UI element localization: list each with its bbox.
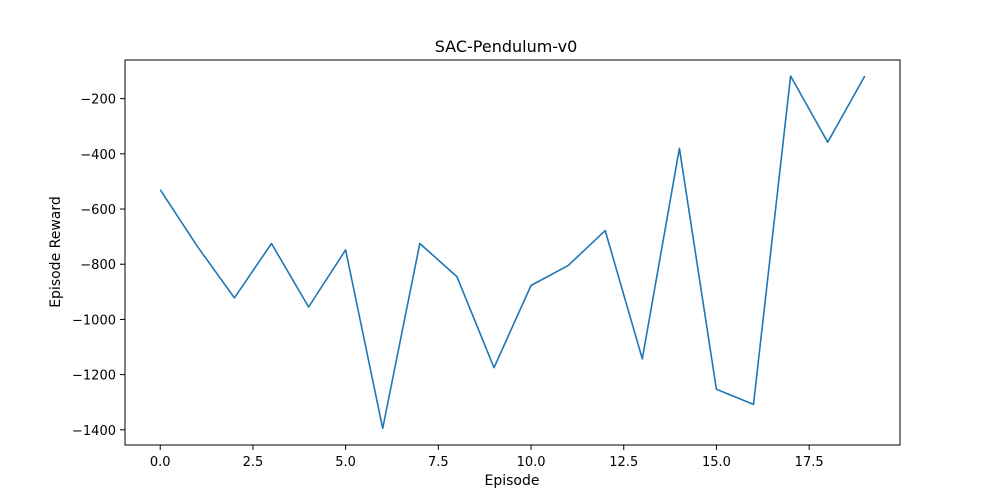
x-tick-label: 0.0 — [150, 455, 171, 470]
plot-frame — [124, 59, 901, 446]
y-tick-label: −1000 — [72, 313, 116, 328]
x-tick-label: 15.0 — [702, 455, 731, 470]
y-tick-label: −1200 — [72, 369, 116, 384]
x-axis: 0.0 2.5 5.0 7.5 10.0 12.5 15.0 17.5 — [150, 445, 824, 470]
series-line — [159, 75, 866, 430]
y-axis-title: Episode Reward — [48, 196, 64, 308]
x-tick-label: 12.5 — [609, 455, 638, 470]
y-tick-label: −800 — [80, 258, 116, 273]
plot-area — [125, 60, 900, 445]
x-axis-title: Episode — [485, 473, 540, 489]
y-tick-label: −1400 — [72, 424, 116, 439]
x-tick-label: 5.0 — [335, 455, 356, 470]
y-tick-label: −200 — [80, 93, 116, 108]
y-tick-label: −600 — [80, 203, 116, 218]
y-axis: −1400 −1200 −1000 −800 −600 −400 −200 — [72, 93, 125, 439]
x-tick-label: 10.0 — [517, 455, 546, 470]
chart-title: SAC-Pendulum-v0 — [435, 37, 578, 56]
y-tick-label: −400 — [80, 148, 116, 163]
x-tick-label: 17.5 — [795, 455, 824, 470]
x-tick-label: 2.5 — [243, 455, 264, 470]
x-tick-label: 7.5 — [428, 455, 449, 470]
